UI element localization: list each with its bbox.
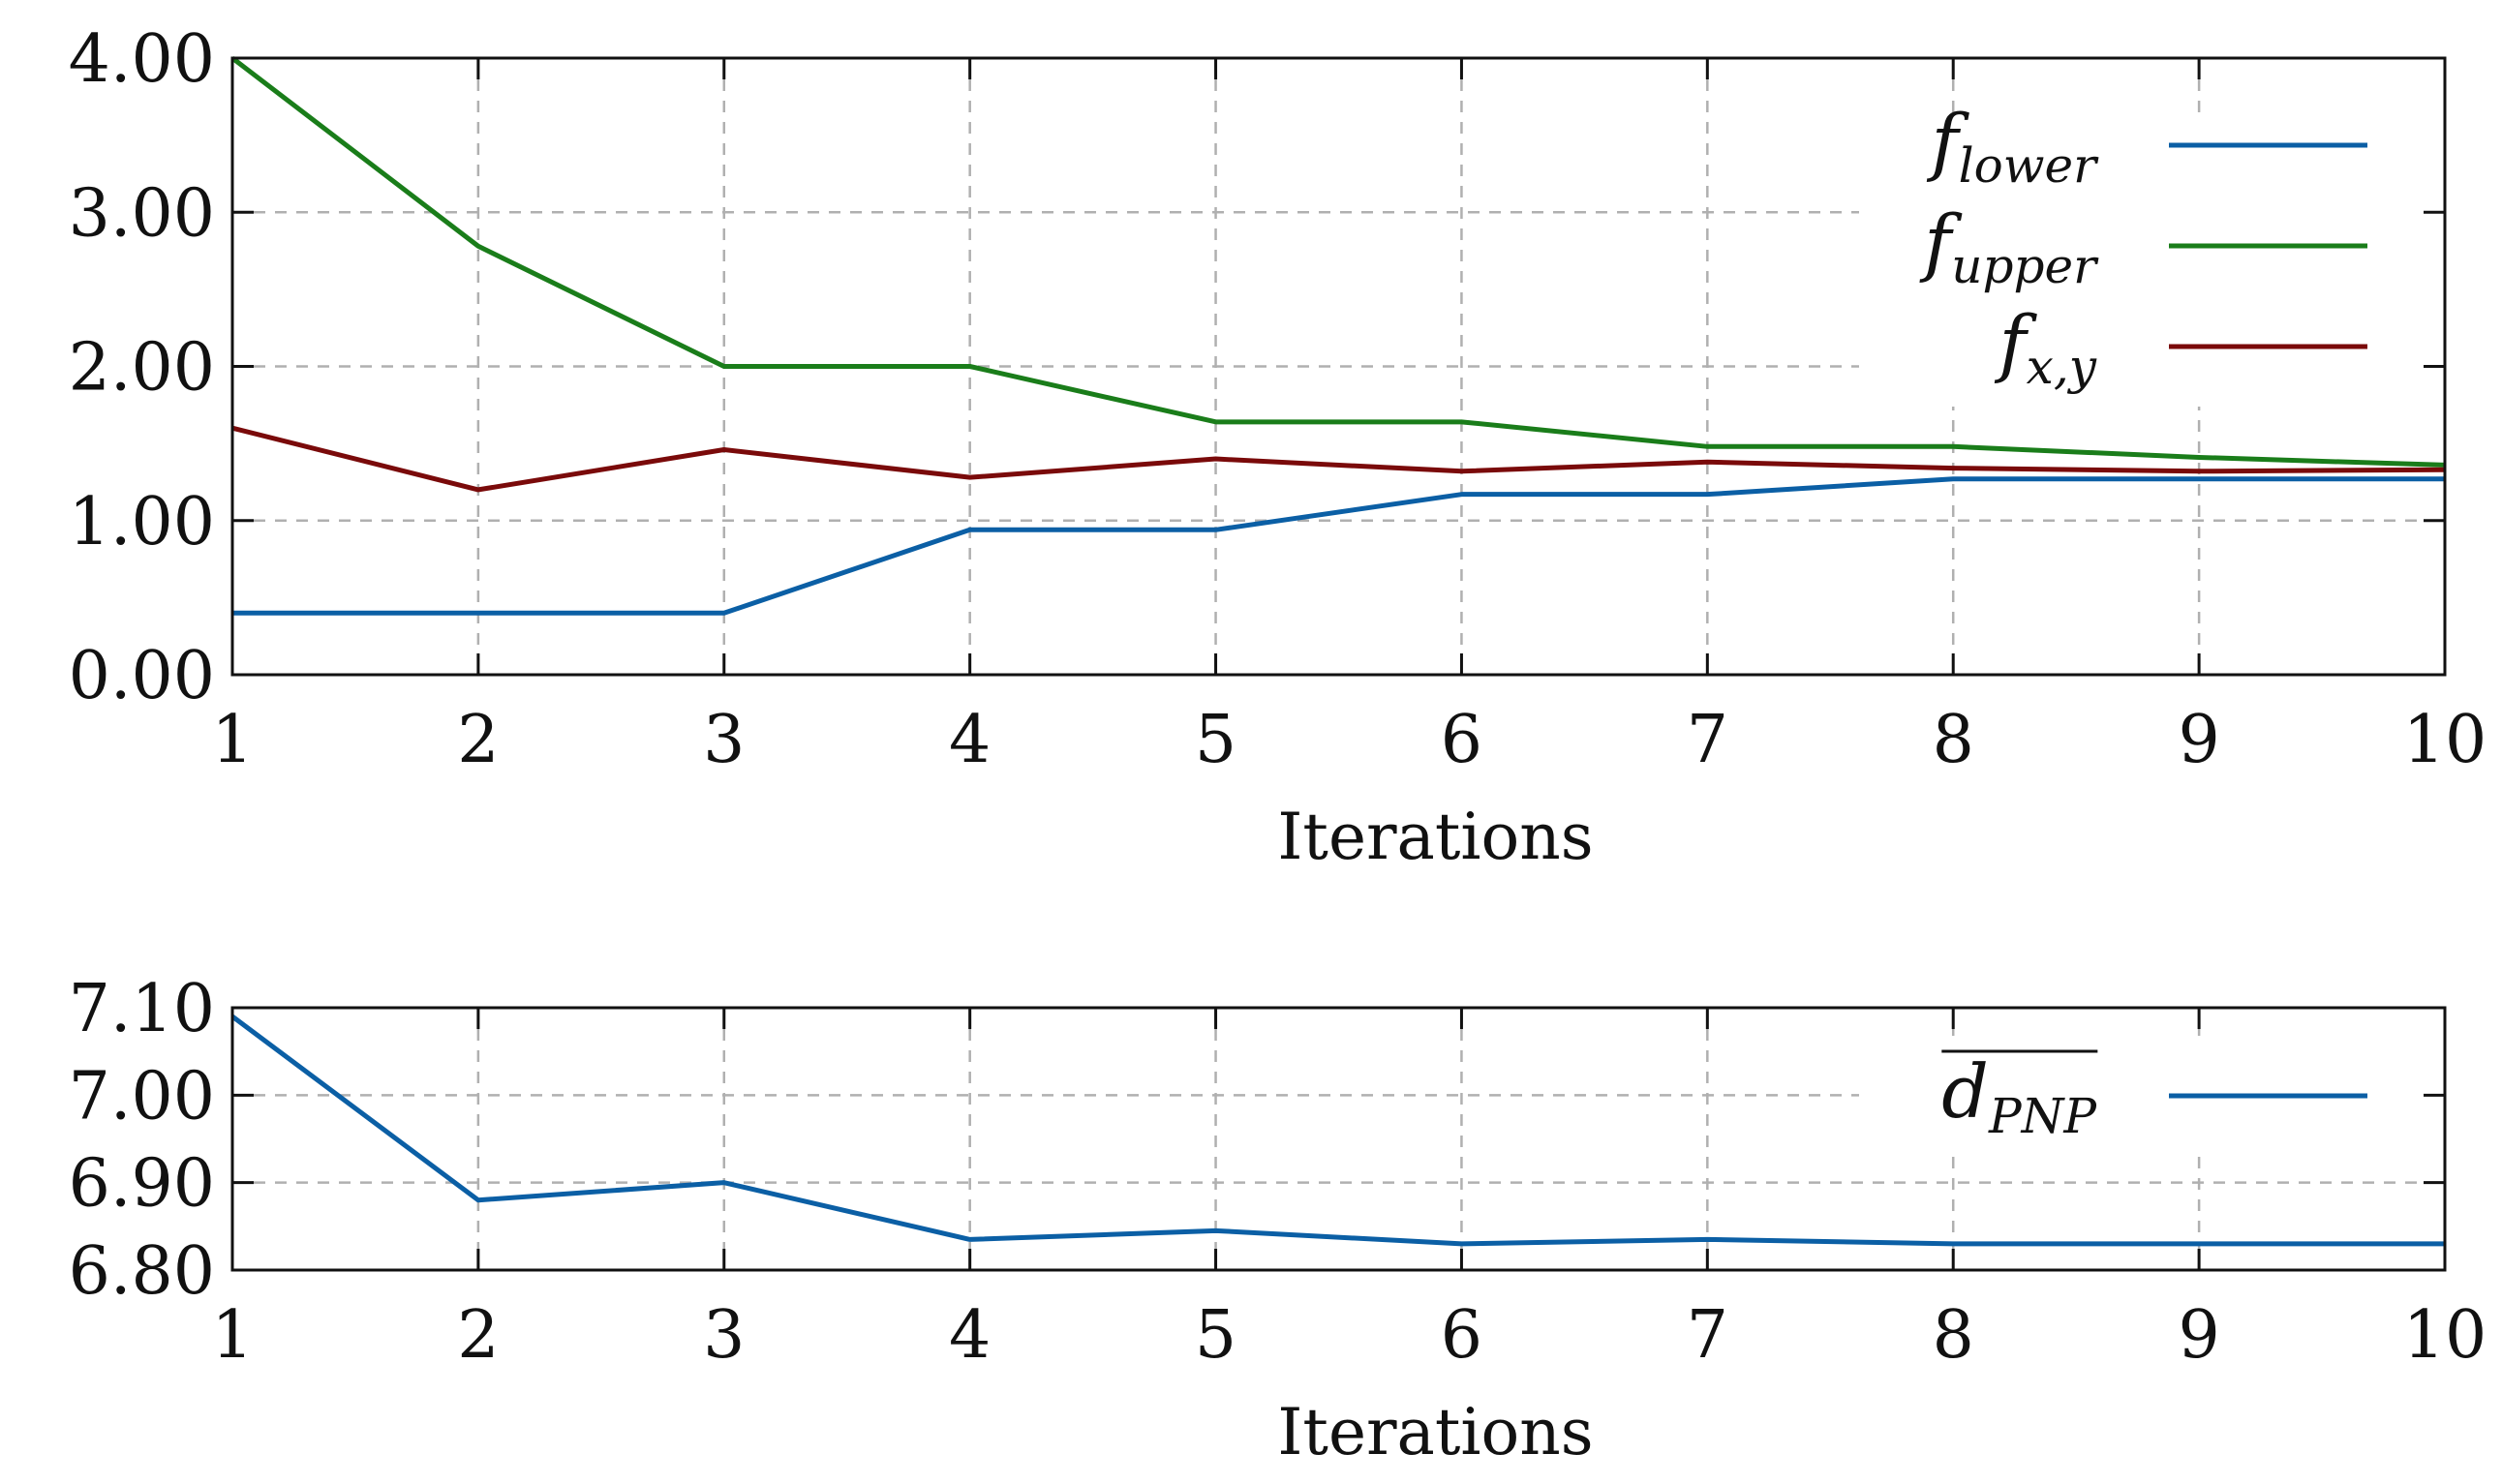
legend-background (1859, 1036, 2498, 1147)
x-tick-label: 7 (1687, 702, 1728, 778)
y-tick-label: 4.00 (69, 21, 215, 98)
y-tick-label: 3.00 (69, 175, 215, 252)
series-line-lower (232, 476, 2445, 616)
plot-frame (230, 1006, 2447, 1272)
series-line-xy (231, 425, 2446, 493)
y-tick-label: 1.00 (69, 484, 215, 560)
legend-entry: dPNP (1941, 1048, 2367, 1144)
x-tick-label: 10 (2403, 702, 2487, 778)
x-tick-label: 4 (949, 1297, 991, 1374)
legend-label: dPNP (1941, 1048, 2097, 1144)
x-tick-label: 9 (2178, 1297, 2219, 1374)
legend-label-main: d (1941, 1048, 1989, 1135)
x-tick-label: 10 (2403, 1297, 2487, 1374)
series-line-pnp (230, 1015, 2445, 1247)
x-tick-label: 5 (1195, 1297, 1236, 1374)
legend-label-subscript: x,y (2027, 339, 2097, 395)
chart-panel-2: 1 2 3 4 5 6 7 8 9 10 6.80 6.90 7.00 7.10 Iterations dPN… (69, 971, 2498, 1469)
x-tick-label: 6 (1441, 1297, 1482, 1374)
legend-background (1859, 116, 2498, 407)
y-tick-label: 7.10 (69, 971, 215, 1047)
x-tick-label: 9 (2178, 702, 2219, 778)
y-tick-label: 0.00 (69, 638, 215, 714)
x-tick-label: 7 (1687, 1297, 1728, 1374)
x-tick-label: 1 (211, 1297, 253, 1374)
x-tick-label: 4 (949, 702, 991, 778)
legend-label-subscript: lower (1959, 137, 2099, 194)
x-tick-label: 1 (211, 702, 253, 778)
legend-label: flower (1926, 98, 2099, 194)
x-tick-label: 8 (1933, 702, 1974, 778)
legend-entry: fupper (1919, 198, 2367, 294)
x-tick-label: 3 (703, 702, 745, 778)
legend-label-subscript: upper (1951, 238, 2099, 294)
x-tick-label: 8 (1933, 1297, 1974, 1374)
x-tick-label: 5 (1195, 702, 1236, 778)
legend-label: fupper (1919, 198, 2099, 294)
chart-panel-1: 1 2 3 4 5 6 7 8 9 10 0.00 1.00 2.00 3.00 4.00 Iteration… (69, 21, 2498, 874)
x-axis-title: Iterations (1277, 1395, 1593, 1469)
series-line-upper (230, 56, 2446, 468)
x-tick-label: 2 (457, 702, 499, 778)
x-tick-label: 2 (457, 1297, 499, 1374)
x-axis-title: Iterations (1277, 800, 1593, 874)
y-tick-label: 7.00 (69, 1058, 215, 1135)
y-tick-label: 6.80 (69, 1233, 215, 1310)
x-tick-label: 3 (703, 1297, 745, 1374)
y-tick-label: 6.90 (69, 1146, 215, 1223)
legend-label-subscript: PNP (1988, 1088, 2097, 1144)
y-tick-label: 2.00 (69, 330, 215, 407)
x-tick-label: 6 (1441, 702, 1482, 778)
